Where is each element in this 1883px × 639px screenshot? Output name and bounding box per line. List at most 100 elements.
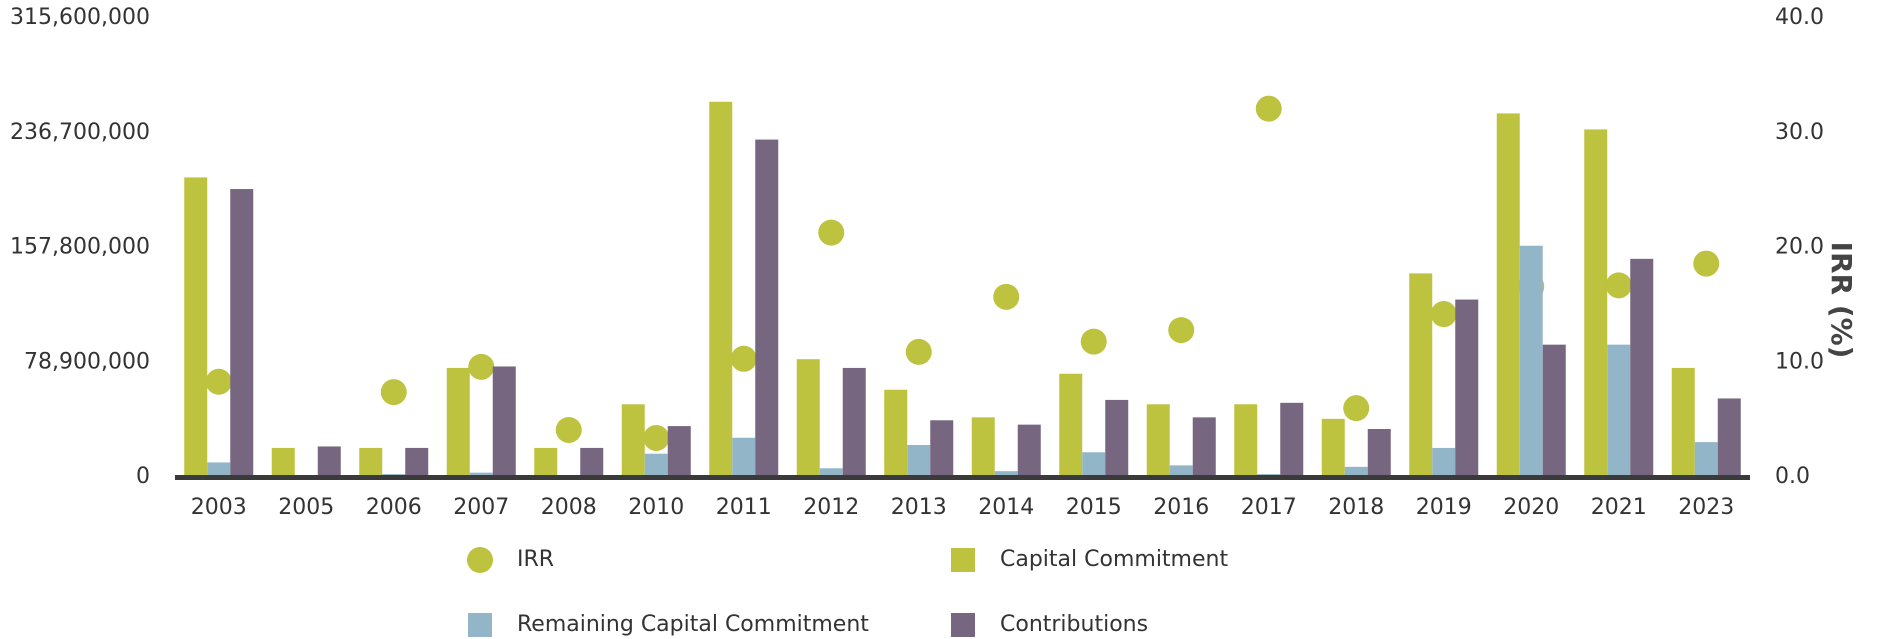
y2-tick-label: 30.0 — [1775, 120, 1824, 145]
bar — [184, 177, 208, 478]
irr-point — [643, 424, 670, 451]
bar — [1694, 442, 1718, 477]
bar — [1192, 417, 1216, 477]
irr-point — [1255, 95, 1282, 122]
bar — [755, 139, 779, 477]
bar — [534, 447, 558, 477]
bar — [492, 366, 516, 477]
bar — [1017, 424, 1041, 477]
bar — [709, 101, 733, 478]
bar — [667, 426, 691, 477]
irr-point — [730, 345, 757, 372]
bar — [359, 447, 383, 477]
x-tick-label: 2014 — [978, 495, 1034, 520]
x-tick-label: 2012 — [803, 495, 859, 520]
y-tick-label: 78,900,000 — [24, 349, 150, 374]
bar — [405, 447, 429, 477]
bar — [971, 417, 995, 477]
x-tick-label: 2003 — [191, 495, 247, 520]
y2-tick-label: 0.0 — [1775, 464, 1810, 489]
x-tick-label: 2020 — [1503, 495, 1559, 520]
bar — [621, 404, 645, 477]
bar — [1607, 344, 1631, 477]
x-tick-label: 2011 — [716, 495, 772, 520]
legend-label: Capital Commitment — [1000, 547, 1228, 572]
bar — [1496, 113, 1520, 477]
bar — [819, 468, 843, 477]
bar — [1280, 402, 1304, 477]
bar — [207, 462, 231, 477]
y2-axis-label: IRR (%) — [1825, 242, 1858, 359]
x-tick-label: 2010 — [628, 495, 684, 520]
x-tick-label: 2019 — [1416, 495, 1472, 520]
bar — [446, 367, 470, 477]
x-tick-label: 2005 — [278, 495, 334, 520]
irr-point — [1430, 301, 1457, 328]
irr-point — [818, 219, 845, 246]
bar — [884, 389, 908, 477]
bar — [644, 453, 668, 477]
irr-point — [205, 368, 232, 395]
bar — [1717, 398, 1741, 477]
bar — [1344, 466, 1368, 477]
bar — [796, 359, 820, 477]
bar — [580, 447, 604, 477]
irr-point — [555, 416, 582, 443]
bar — [1671, 367, 1695, 477]
legend-label: Remaining Capital Commitment — [517, 612, 869, 637]
irr-point — [380, 379, 407, 406]
x-tick-label: 2013 — [891, 495, 947, 520]
x-tick-label: 2007 — [453, 495, 509, 520]
bar — [1630, 258, 1654, 477]
bar — [230, 189, 254, 477]
irr-point — [1605, 272, 1632, 299]
bar — [317, 446, 341, 477]
bar — [907, 445, 931, 477]
bar — [930, 420, 954, 477]
y-tick-label: 315,600,000 — [10, 5, 150, 30]
irr-point — [993, 283, 1020, 310]
x-tick-label: 2017 — [1241, 495, 1297, 520]
bar — [1542, 344, 1566, 477]
legend-marker — [468, 613, 492, 637]
bar — [1519, 245, 1543, 477]
bar — [1059, 373, 1083, 477]
bar — [994, 471, 1018, 477]
bar — [469, 472, 493, 477]
legend-marker — [467, 547, 493, 573]
bar — [1367, 429, 1391, 477]
x-tick-label: 2006 — [366, 495, 422, 520]
bar — [1082, 452, 1106, 477]
x-tick-label: 2018 — [1328, 495, 1384, 520]
y2-tick-label: 20.0 — [1775, 235, 1824, 260]
bar — [1321, 418, 1345, 477]
irr-point — [1693, 250, 1720, 277]
irr-point — [1080, 328, 1107, 355]
bar — [1409, 273, 1433, 477]
bar — [271, 447, 295, 477]
bar — [1146, 404, 1170, 477]
y2-tick-label: 40.0 — [1775, 5, 1824, 30]
x-tick-label: 2016 — [1153, 495, 1209, 520]
bar — [1455, 299, 1479, 477]
legend-marker — [951, 613, 975, 637]
baseline — [175, 475, 1750, 480]
y-tick-label: 236,700,000 — [10, 120, 150, 145]
x-tick-label: 2008 — [541, 495, 597, 520]
irr-point — [1343, 395, 1370, 422]
bar — [1432, 447, 1456, 477]
legend-label: Contributions — [1000, 612, 1148, 637]
bar — [732, 437, 756, 477]
y-tick-label: 0 — [136, 464, 150, 489]
irr-point — [905, 338, 932, 365]
bar — [1234, 404, 1258, 477]
x-tick-label: 2021 — [1591, 495, 1647, 520]
bar — [1105, 399, 1129, 477]
x-tick-label: 2015 — [1066, 495, 1122, 520]
legend-label: IRR — [517, 547, 554, 572]
bar — [1584, 129, 1608, 477]
bar — [842, 367, 866, 477]
y2-tick-label: 10.0 — [1775, 349, 1824, 374]
x-tick-label: 2023 — [1678, 495, 1734, 520]
